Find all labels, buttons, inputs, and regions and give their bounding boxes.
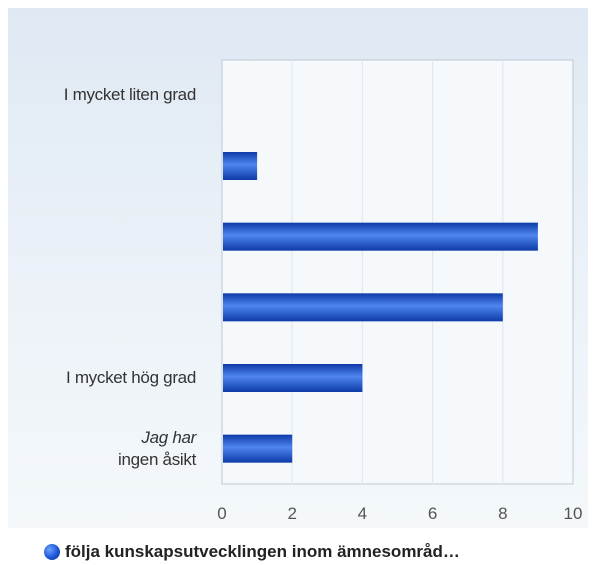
y-category-label: I mycket hög grad	[65, 368, 196, 387]
bar	[223, 222, 538, 251]
y-category-label: Jag har ingen åsikt	[118, 427, 196, 469]
legend-label: följa kunskapsutvecklingen inom ämnesomr…	[65, 542, 460, 561]
bar	[223, 434, 293, 463]
bar	[223, 293, 503, 322]
plot-background	[221, 59, 574, 485]
y-category-label: I mycket liten grad	[63, 85, 197, 105]
chart-plot	[221, 59, 574, 485]
x-tick-label: 4	[357, 504, 368, 523]
x-tick-label: 2	[287, 504, 297, 523]
x-tick-label: 0	[217, 504, 227, 523]
bar	[223, 152, 258, 180]
legend: följa kunskapsutvecklingen inom ämnesomr…	[44, 541, 460, 563]
chart-area: 0 2 4 6 8 10 I mycket liten grad I mycket hög g…	[8, 8, 588, 528]
x-tick-label: 10	[563, 504, 583, 523]
legend-swatch-icon	[44, 544, 60, 560]
x-tick-label: 6	[427, 504, 438, 523]
x-tick-label: 8	[498, 504, 508, 523]
bar	[223, 364, 363, 392]
